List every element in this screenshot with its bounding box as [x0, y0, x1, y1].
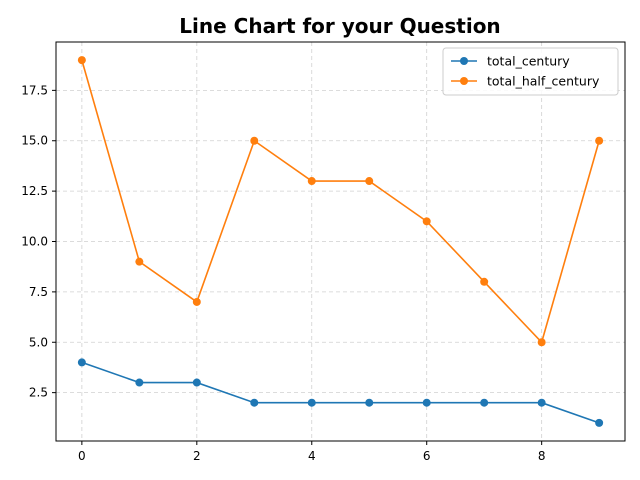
data-point [537, 338, 546, 347]
data-point [77, 358, 86, 367]
y-tick-label: 7.5 [29, 285, 48, 299]
data-point [595, 418, 604, 427]
y-tick-label: 10.0 [21, 235, 48, 249]
data-point [422, 217, 431, 226]
data-point [135, 378, 144, 387]
grid-lines [56, 42, 625, 441]
legend-marker [460, 57, 468, 65]
legend-label: total_half_century [487, 74, 600, 89]
legend-label: total_century [487, 54, 570, 69]
data-point [422, 398, 431, 407]
data-point [250, 136, 259, 145]
y-tick-label: 17.5 [21, 83, 48, 97]
series-total-half-century [77, 56, 604, 347]
x-tick-label: 4 [308, 449, 316, 463]
axis-ticks: 0 2 4 6 8 2.5 5.0 7.5 10.0 12.5 15.0 17.5 [21, 83, 545, 463]
series-layer [77, 56, 604, 427]
x-tick-label: 6 [423, 449, 431, 463]
data-point [365, 177, 374, 186]
data-point [480, 398, 489, 407]
data-point [537, 398, 546, 407]
data-point [135, 257, 144, 266]
legend-item: total_century [451, 54, 570, 69]
y-tick-label: 2.5 [29, 386, 48, 400]
y-tick-label: 15.0 [21, 134, 48, 148]
legend-box [442, 47, 619, 96]
data-point [77, 56, 86, 65]
data-point [307, 398, 316, 407]
x-tick-label: 0 [78, 449, 86, 463]
y-tick-label: 5.0 [29, 335, 48, 349]
series-line [81, 59, 600, 344]
legend-item: total_half_century [451, 74, 600, 89]
x-tick-label: 2 [193, 449, 201, 463]
y-tick-label: 12.5 [21, 184, 48, 198]
data-point [365, 398, 374, 407]
data-point [192, 378, 201, 387]
data-point [307, 177, 316, 186]
data-point [192, 297, 201, 306]
series-total-century [77, 358, 604, 427]
series-line [81, 361, 600, 424]
chart-title: Line Chart for your Question [179, 14, 500, 38]
legend-marker [460, 77, 468, 85]
data-point [480, 277, 489, 286]
legend: total_century total_half_century [442, 47, 619, 96]
data-point [250, 398, 259, 407]
x-tick-label: 8 [538, 449, 546, 463]
data-point [595, 136, 604, 145]
